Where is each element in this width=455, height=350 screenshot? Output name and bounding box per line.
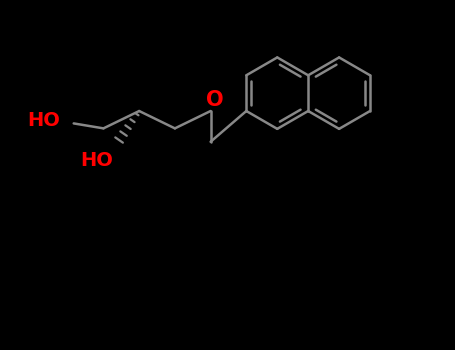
Text: HO: HO bbox=[27, 111, 60, 131]
Text: O: O bbox=[206, 90, 223, 110]
Text: HO: HO bbox=[80, 151, 113, 170]
